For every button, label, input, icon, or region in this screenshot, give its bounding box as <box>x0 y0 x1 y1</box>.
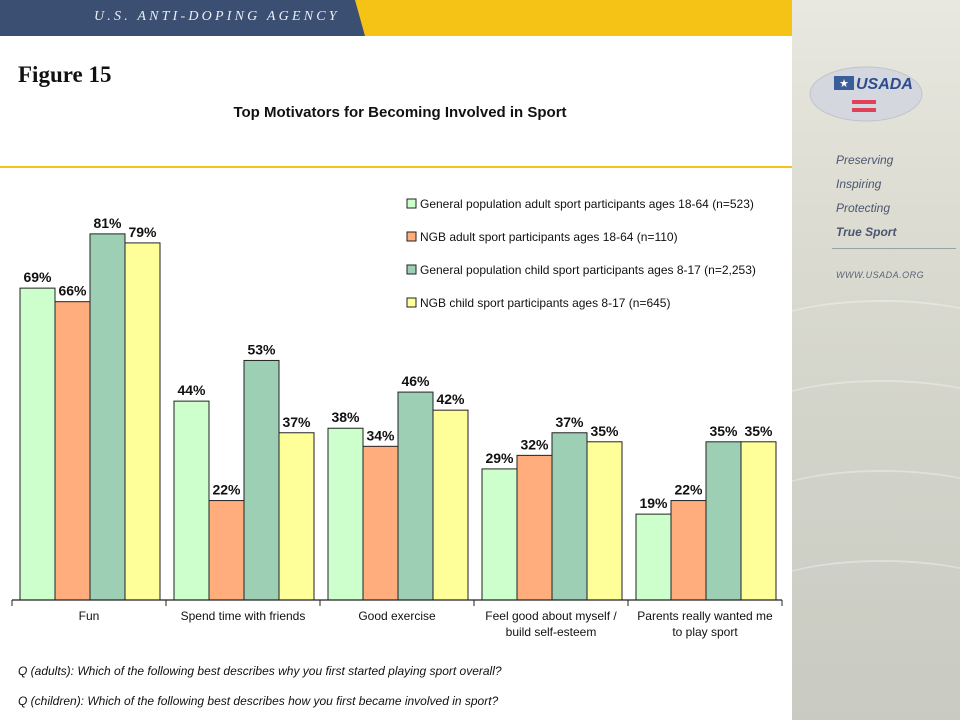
sidebar-wave <box>792 560 960 622</box>
legend-swatch <box>406 297 417 308</box>
bar <box>243 359 280 601</box>
question-children: Q (children): Which of the following bes… <box>18 694 499 708</box>
sidebar-wave <box>792 300 960 362</box>
category-label: Spend time with friends <box>181 609 306 623</box>
bar <box>208 500 245 601</box>
category-label: Fun <box>79 609 100 623</box>
category-label: build self-esteem <box>506 625 597 639</box>
category-label: Feel good about myself / <box>485 609 617 623</box>
sidebar-wave <box>792 380 960 442</box>
data-label: 34% <box>366 427 395 443</box>
data-label: 53% <box>247 341 276 357</box>
sidebar: ★ USADA Preserving Inspiring Protecting … <box>792 0 960 720</box>
legend-swatch <box>406 198 417 209</box>
question-adults: Q (adults): Which of the following best … <box>18 664 502 678</box>
bar <box>397 391 434 601</box>
category-label: Parents really wanted me <box>637 609 773 623</box>
data-label: 22% <box>674 482 703 498</box>
bar <box>516 454 553 601</box>
legend-swatch <box>406 264 417 275</box>
data-label: 42% <box>436 391 465 407</box>
top-banner: U.S. ANTI-DOPING AGENCY <box>0 0 792 36</box>
tagline-list: Preserving Inspiring Protecting True Spo… <box>836 150 956 246</box>
category-label: to play sport <box>672 625 738 639</box>
bar <box>362 445 399 601</box>
bar <box>89 233 126 601</box>
bar <box>481 468 518 601</box>
bar <box>124 242 161 601</box>
data-label: 29% <box>485 450 514 466</box>
bar <box>173 400 210 601</box>
data-label: 81% <box>93 215 122 231</box>
tagline: True Sport <box>836 225 897 239</box>
data-label: 19% <box>639 495 668 511</box>
sidebar-wave <box>792 470 960 532</box>
website-url: WWW.USADA.ORG <box>836 270 925 280</box>
svg-text:★: ★ <box>839 77 849 90</box>
data-label: 35% <box>590 423 619 439</box>
logo-text: USADA <box>856 76 913 93</box>
legend-label: NGB child sport participants ages 8-17 (… <box>420 296 670 310</box>
bar <box>740 441 777 601</box>
bar <box>635 513 672 601</box>
bar-chart: 69% 44% 38% 29% 19% 66% 22% 34% 32% 22% 81% 53% 46% 3… <box>11 197 783 639</box>
category-label: Good exercise <box>358 609 436 623</box>
bar <box>586 441 623 601</box>
bar <box>327 427 364 601</box>
data-label: 32% <box>520 436 549 452</box>
data-label: 79% <box>128 224 157 240</box>
chart-title: Top Motivators for Becoming Involved in … <box>233 104 567 121</box>
bar <box>278 432 315 601</box>
data-label: 35% <box>709 423 738 439</box>
data-label: 37% <box>282 414 311 430</box>
tagline: Inspiring <box>836 177 882 191</box>
agency-name: U.S. ANTI-DOPING AGENCY <box>94 9 340 24</box>
data-label: 69% <box>23 269 52 285</box>
tagline: Preserving <box>836 153 894 167</box>
legend-label: General population child sport participa… <box>420 263 756 277</box>
tagline: Protecting <box>836 201 891 215</box>
usada-logo: ★ USADA <box>809 66 923 122</box>
data-label: 66% <box>58 283 87 299</box>
bar <box>54 301 91 601</box>
data-label: 35% <box>744 423 773 439</box>
bar <box>705 441 742 601</box>
figure-label: Figure 15 <box>18 62 112 87</box>
bar <box>432 409 469 601</box>
bar <box>670 500 707 601</box>
legend-label: General population adult sport participa… <box>420 197 754 211</box>
data-label: 37% <box>555 414 584 430</box>
data-label: 44% <box>177 382 206 398</box>
legend-label: NGB adult sport participants ages 18-64 … <box>420 230 678 244</box>
data-label: 46% <box>401 373 430 389</box>
data-label: 22% <box>212 482 241 498</box>
bar <box>19 287 56 601</box>
banner-accent <box>355 0 792 36</box>
legend-swatch <box>406 231 417 242</box>
title-divider <box>0 166 792 168</box>
bar <box>551 432 588 601</box>
sidebar-divider <box>832 248 956 249</box>
data-label: 38% <box>331 409 360 425</box>
